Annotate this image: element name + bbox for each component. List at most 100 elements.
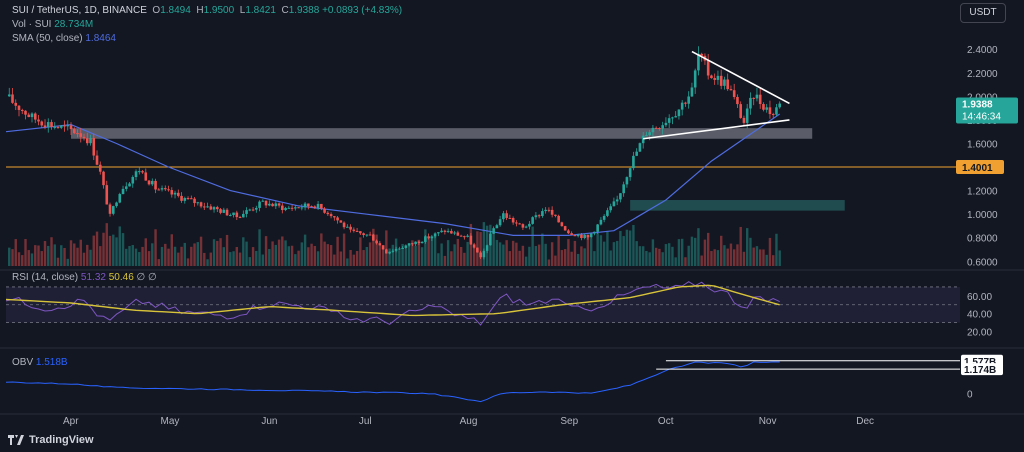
candle-body	[456, 232, 460, 236]
candle-body	[300, 207, 304, 209]
candle-body	[680, 102, 684, 110]
volume-bar	[521, 245, 525, 266]
candle-body	[671, 117, 674, 119]
volume-bar	[736, 244, 739, 266]
trendline-0	[691, 50, 790, 105]
candle-body	[141, 171, 144, 173]
candle-body	[131, 177, 135, 184]
volume-bar	[8, 247, 11, 266]
volume-bar	[658, 248, 661, 266]
candle-body	[53, 126, 57, 128]
candle-body	[658, 128, 661, 130]
candle-body	[251, 209, 255, 211]
candle-body	[108, 204, 112, 214]
volume-bar	[378, 242, 382, 266]
candle-body	[736, 96, 739, 105]
candle-body	[391, 250, 395, 252]
candle-body	[105, 185, 109, 205]
volume-bar	[24, 239, 27, 266]
volume-bar	[719, 235, 723, 266]
candle-body	[225, 209, 229, 216]
candle-body	[420, 241, 424, 244]
volume-bar	[342, 233, 346, 266]
candle-body	[121, 188, 125, 195]
rsi-tick-label: 40.00	[967, 310, 992, 321]
candle-body	[563, 226, 567, 231]
ohlc-low: L1.8421	[239, 5, 276, 16]
volume-bar	[238, 252, 242, 266]
candle-body	[394, 248, 398, 251]
candle-body	[219, 209, 222, 213]
volume-label: Vol · SUI	[12, 19, 52, 30]
volume-bar	[248, 257, 252, 266]
candle-body	[85, 138, 89, 144]
volume-bar	[472, 246, 476, 266]
candle-body	[472, 244, 476, 248]
volume-bar	[612, 242, 616, 266]
volume-bar	[622, 236, 625, 266]
rsi-tick-label: 20.00	[967, 328, 992, 339]
candle-body	[307, 203, 310, 207]
volume-bar	[89, 249, 92, 266]
rsi-ma-value: 50.46	[108, 272, 134, 283]
volume-bar	[102, 232, 105, 266]
volume-bar	[105, 223, 108, 266]
volume-bar	[583, 248, 586, 266]
candle-body	[693, 70, 697, 88]
volume-bar	[446, 240, 450, 266]
volume-bar	[589, 238, 593, 266]
volume-bar	[63, 248, 66, 266]
price-change: +0.0893 (+4.83%)	[322, 5, 403, 16]
volume-bar	[56, 257, 60, 266]
candle-body	[583, 234, 586, 239]
volume-bar	[544, 243, 547, 266]
candle-body	[37, 119, 40, 122]
candle-body	[118, 194, 122, 203]
volume-bar	[222, 247, 226, 266]
candle-body	[264, 200, 268, 206]
level-tag	[956, 160, 1004, 175]
candle-body	[716, 75, 720, 80]
candle-body	[20, 109, 24, 111]
volume-bar	[427, 237, 430, 266]
volume-bar	[664, 244, 668, 266]
candle-body	[573, 235, 577, 237]
volume-bar	[258, 229, 261, 266]
volume-bar	[450, 251, 453, 266]
candle-body	[134, 171, 138, 178]
volume-bar	[758, 249, 762, 266]
candle-body	[762, 104, 765, 110]
candle-body	[609, 206, 612, 211]
candle-body	[771, 114, 775, 116]
candle-body	[710, 75, 713, 79]
volume-bar	[502, 244, 505, 266]
volume-bar	[459, 247, 463, 266]
candle-body	[294, 207, 297, 209]
candle-body	[407, 243, 411, 246]
volume-bar	[628, 230, 632, 266]
volume-bar	[271, 241, 274, 266]
candle-body	[719, 75, 723, 86]
volume-bar	[752, 247, 755, 266]
volume-bar	[511, 240, 515, 266]
candle-body	[388, 251, 391, 254]
candle-body	[359, 231, 362, 234]
candle-body	[199, 202, 203, 207]
volume-bar	[362, 250, 365, 266]
candle-body	[212, 207, 216, 210]
candle-body	[193, 198, 196, 204]
candle-body	[531, 217, 534, 224]
brand-logo[interactable]: TradingView	[8, 434, 94, 446]
candle-body	[755, 94, 759, 99]
currency-button[interactable]: USDT	[960, 3, 1006, 23]
candle-body	[271, 203, 274, 207]
volume-bar	[27, 250, 30, 266]
candle-body	[570, 233, 573, 236]
candle-body	[596, 224, 599, 232]
candle-body	[677, 109, 681, 117]
volume-bar	[333, 254, 336, 266]
candle-body	[697, 53, 700, 71]
volume-bar	[47, 245, 50, 266]
candle-body	[160, 188, 164, 190]
